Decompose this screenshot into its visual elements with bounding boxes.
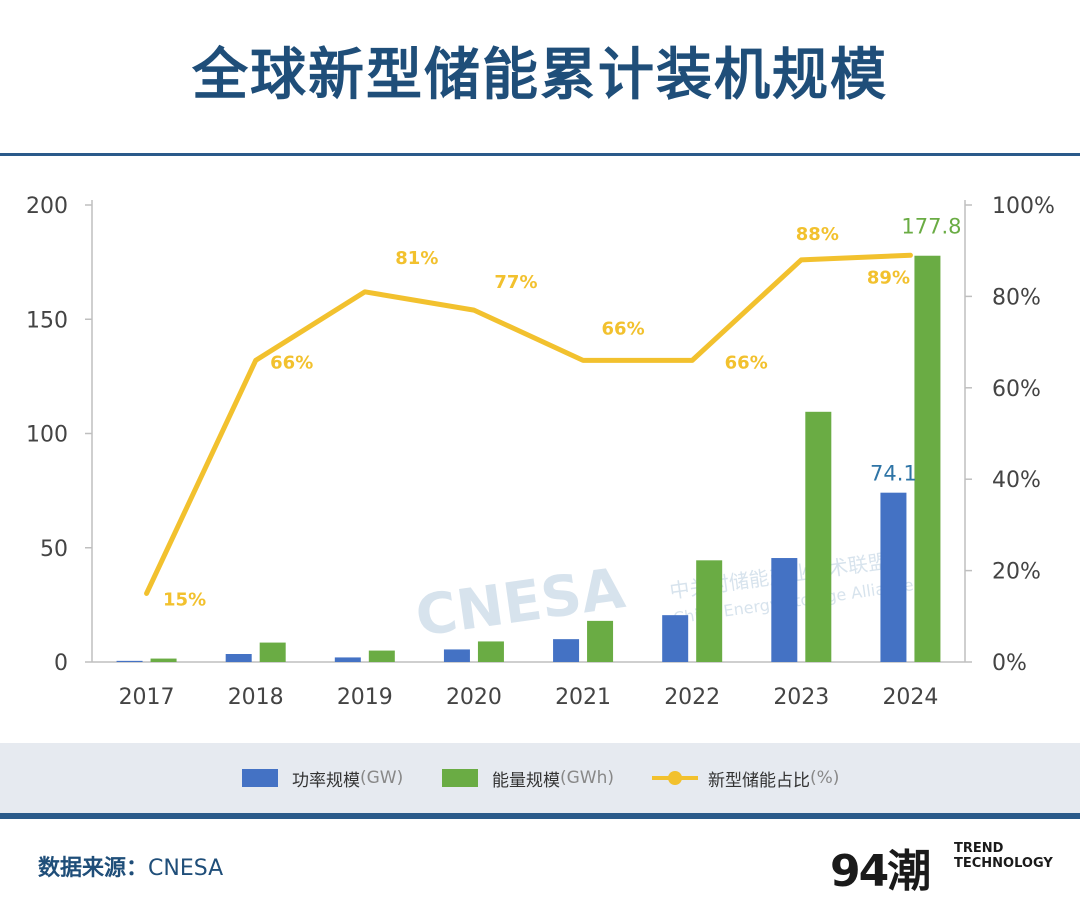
y-tick-label-right: 0% (992, 651, 1027, 676)
brand-text: TREND TECHNOLOGY (954, 841, 1053, 871)
legend-swatch-power (242, 769, 278, 787)
bar-power (553, 639, 580, 662)
bar-energy (587, 620, 614, 662)
brand-logo: 94潮 TREND TECHNOLOGY (830, 835, 1060, 897)
legend-unit-power: (GW) (360, 768, 404, 788)
y-tick-label-left: 0 (54, 651, 68, 676)
share-data-label: 77% (494, 272, 537, 293)
y-tick-label-right: 20% (992, 560, 1041, 585)
y-tick-label-right: 60% (992, 377, 1041, 402)
bar-energy (259, 642, 286, 662)
legend-swatch-energy (442, 769, 478, 787)
share-data-label: 81% (395, 248, 438, 269)
y-tick-label-left: 150 (26, 308, 68, 333)
x-tick-label: 2021 (555, 685, 611, 710)
legend-line-share (652, 771, 698, 785)
legend-label-power: 功率规模 (292, 770, 360, 791)
share-data-label: 15% (163, 589, 206, 610)
share-data-label: 66% (725, 352, 768, 373)
source-label: 数据来源： (38, 856, 149, 881)
data-source: 数据来源：CNESA (38, 850, 223, 882)
share-line-series (144, 252, 913, 596)
legend-label-share: 新型储能占比 (708, 770, 810, 791)
brand-line-2: TECHNOLOGY (954, 856, 1053, 871)
legend-item-power: 功率规模 (GW) (242, 767, 404, 791)
x-tick-label: 2023 (773, 685, 829, 710)
bar-series (116, 255, 941, 662)
bar-power (334, 657, 361, 662)
share-data-label: 66% (270, 352, 313, 373)
y-tick-label-right: 40% (992, 468, 1041, 493)
bar-power (662, 615, 689, 662)
share-data-label: 66% (602, 318, 645, 339)
brand-line-1: TREND (954, 841, 1004, 856)
x-tick-label: 2019 (337, 685, 393, 710)
energy-data-label: 177.8 (901, 215, 961, 239)
legend-unit-share: (%) (810, 768, 840, 788)
legend-band: 功率规模 (GW) 能量规模 (GWh) 新型储能占比 (%) (0, 743, 1080, 813)
legend-item-share: 新型储能占比 (%) (652, 767, 840, 791)
x-tick-label: 2024 (882, 685, 938, 710)
y-tick-label-left: 200 (26, 194, 68, 219)
bar-energy (696, 560, 723, 662)
combo-chart: CNESA 中关村储能产业技术联盟 China Energy Storage A… (26, 194, 1055, 710)
y-tick-label-right: 100% (992, 194, 1055, 219)
x-tick-label: 2018 (228, 685, 284, 710)
x-tick-label: 2020 (446, 685, 502, 710)
share-data-label: 89% (867, 267, 910, 288)
bar-energy (150, 658, 177, 662)
legend-dot-share (668, 771, 682, 785)
source-value: CNESA (148, 856, 224, 881)
brand-mark: 94潮 (830, 846, 931, 897)
legend-unit-energy: (GWh) (560, 768, 615, 788)
power-data-label: 74.1 (870, 462, 917, 486)
legend-item-energy: 能量规模 (GWh) (442, 767, 615, 791)
bar-power (225, 654, 252, 662)
bar-energy (805, 411, 832, 662)
bar-energy (914, 255, 941, 662)
bar-power (771, 558, 798, 662)
title-divider (0, 153, 1080, 156)
bar-energy (477, 641, 504, 662)
chart-legend: 功率规模 (GW) 能量规模 (GWh) 新型储能占比 (%) (0, 743, 1080, 813)
bar-power (116, 660, 143, 662)
y-tick-label-left: 100 (26, 423, 68, 448)
x-tick-label: 2017 (119, 685, 175, 710)
footer-divider (0, 813, 1080, 819)
bar-energy (368, 650, 395, 662)
page-title: 全球新型储能累计装机规模 (192, 43, 888, 108)
y-tick-label-left: 50 (40, 537, 68, 562)
bar-power (880, 492, 907, 662)
bar-power (443, 649, 470, 662)
y-tick-label-right: 80% (992, 285, 1041, 310)
data-labels: 15% 66% 81% 77% 66% 66% 88% 89% 74.1 177.8 (163, 215, 961, 611)
x-tick-label: 2022 (664, 685, 720, 710)
share-line (144, 252, 913, 596)
legend-label-energy: 能量规模 (492, 770, 560, 791)
share-data-label: 88% (796, 224, 839, 245)
